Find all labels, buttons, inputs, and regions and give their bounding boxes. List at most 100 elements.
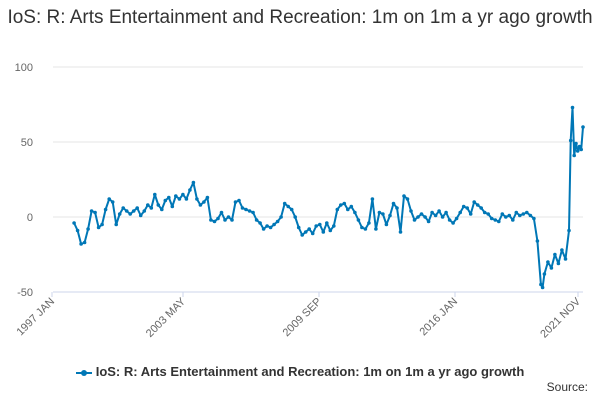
data-point bbox=[540, 285, 545, 290]
data-point bbox=[300, 233, 305, 237]
data-point bbox=[405, 197, 410, 201]
x-tick-label: 1997 JAN bbox=[14, 296, 57, 339]
data-point bbox=[121, 206, 125, 210]
legend-label: IoS: R: Arts Entertainment and Recreatio… bbox=[95, 364, 525, 379]
data-point bbox=[572, 153, 576, 158]
data-point bbox=[96, 225, 101, 230]
data-point bbox=[444, 210, 448, 215]
data-point bbox=[261, 227, 266, 231]
data-point bbox=[332, 224, 336, 228]
data-point bbox=[409, 209, 413, 213]
data-point bbox=[310, 231, 315, 236]
data-point bbox=[223, 218, 227, 222]
data-point bbox=[461, 204, 466, 209]
data-point bbox=[447, 218, 452, 222]
data-point bbox=[212, 219, 217, 224]
data-point bbox=[128, 212, 132, 216]
data-point bbox=[174, 194, 178, 198]
data-point bbox=[314, 224, 319, 228]
data-point bbox=[525, 210, 529, 215]
grid-lines bbox=[53, 66, 583, 293]
data-point bbox=[202, 200, 206, 204]
data-point bbox=[575, 149, 580, 153]
data-point bbox=[114, 222, 118, 227]
data-point bbox=[335, 207, 340, 212]
data-point bbox=[423, 215, 427, 219]
data-point bbox=[532, 216, 536, 221]
series-group bbox=[72, 105, 585, 290]
data-point bbox=[149, 206, 154, 210]
data-point bbox=[454, 216, 459, 221]
data-point bbox=[349, 204, 354, 209]
data-point bbox=[163, 198, 168, 203]
data-point bbox=[328, 228, 333, 233]
data-point bbox=[451, 221, 455, 225]
data-point bbox=[363, 227, 368, 231]
data-point bbox=[342, 201, 347, 206]
data-point bbox=[521, 212, 526, 216]
data-point bbox=[493, 218, 498, 222]
source-label: Source: bbox=[546, 380, 588, 394]
data-point bbox=[240, 206, 245, 210]
legend-line-marker-icon bbox=[75, 368, 92, 378]
data-point bbox=[198, 203, 203, 207]
data-point bbox=[507, 213, 512, 218]
data-point bbox=[184, 197, 189, 201]
data-point bbox=[75, 228, 80, 233]
data-point bbox=[244, 207, 248, 212]
data-point bbox=[581, 125, 585, 129]
data-point bbox=[465, 206, 470, 210]
data-point bbox=[251, 210, 255, 215]
data-point bbox=[135, 206, 139, 210]
y-tick-label: 100 bbox=[15, 62, 33, 74]
data-point bbox=[574, 141, 578, 146]
series-line bbox=[73, 106, 584, 289]
data-point bbox=[339, 203, 343, 207]
data-point bbox=[497, 219, 501, 224]
data-point bbox=[568, 138, 573, 143]
data-point bbox=[275, 219, 280, 224]
x-tick-label: 2016 JAN bbox=[417, 296, 460, 339]
data-point bbox=[475, 203, 480, 207]
data-point bbox=[318, 222, 322, 227]
data-point bbox=[384, 222, 389, 227]
data-point bbox=[138, 213, 143, 218]
data-point bbox=[170, 204, 175, 209]
data-point bbox=[546, 260, 550, 264]
data-point bbox=[419, 212, 424, 216]
data-point bbox=[549, 266, 554, 270]
data-point bbox=[254, 218, 259, 222]
data-point bbox=[325, 221, 329, 225]
data-point bbox=[160, 207, 164, 212]
chart-title: IoS: R: Arts Entertainment and Recreatio… bbox=[0, 6, 600, 30]
data-point bbox=[282, 201, 287, 206]
chart-title-text: IoS: R: Arts Entertainment and Recreatio… bbox=[7, 7, 593, 28]
line-chart: -50 0 50 100 1997 JAN 2003 MAY 2009 SEP 2016 J… bbox=[14, 62, 585, 340]
data-point bbox=[237, 198, 241, 203]
data-point bbox=[391, 201, 396, 206]
y-axis-ticks: -50 0 50 100 bbox=[15, 62, 33, 299]
data-point bbox=[514, 210, 519, 215]
data-point bbox=[412, 218, 417, 222]
data-point bbox=[374, 227, 378, 231]
data-point bbox=[230, 218, 234, 222]
data-point bbox=[93, 210, 97, 215]
legend[interactable]: IoS: R: Arts Entertainment and Recreatio… bbox=[0, 364, 600, 379]
data-point bbox=[489, 216, 494, 221]
data-point bbox=[79, 242, 83, 246]
data-point bbox=[258, 221, 262, 225]
data-point bbox=[293, 215, 298, 219]
data-point bbox=[535, 239, 540, 243]
data-point bbox=[468, 212, 473, 216]
data-point bbox=[542, 272, 547, 276]
y-tick-label: 0 bbox=[27, 212, 33, 224]
data-point bbox=[437, 209, 441, 213]
data-point bbox=[296, 225, 301, 230]
data-point bbox=[511, 218, 515, 222]
data-point bbox=[216, 216, 220, 221]
data-point bbox=[265, 224, 269, 228]
data-point bbox=[219, 210, 224, 215]
data-point bbox=[107, 197, 111, 201]
data-point bbox=[381, 212, 385, 216]
data-point bbox=[567, 228, 571, 233]
